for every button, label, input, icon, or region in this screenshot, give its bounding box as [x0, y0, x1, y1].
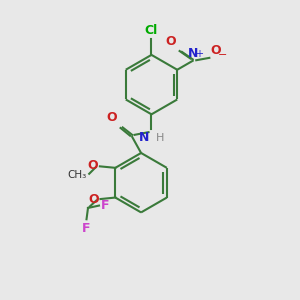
- Text: O: O: [211, 44, 221, 57]
- Text: O: O: [165, 35, 176, 48]
- Text: CH₃: CH₃: [67, 170, 86, 180]
- Text: N: N: [139, 131, 149, 144]
- Text: Cl: Cl: [145, 24, 158, 37]
- Text: +: +: [195, 49, 203, 59]
- Text: −: −: [218, 50, 227, 61]
- Text: O: O: [107, 111, 117, 124]
- Text: H: H: [156, 134, 164, 143]
- Text: F: F: [82, 222, 91, 235]
- Text: N: N: [188, 46, 198, 60]
- Text: F: F: [101, 199, 110, 212]
- Text: O: O: [88, 159, 98, 172]
- Text: O: O: [88, 193, 99, 206]
